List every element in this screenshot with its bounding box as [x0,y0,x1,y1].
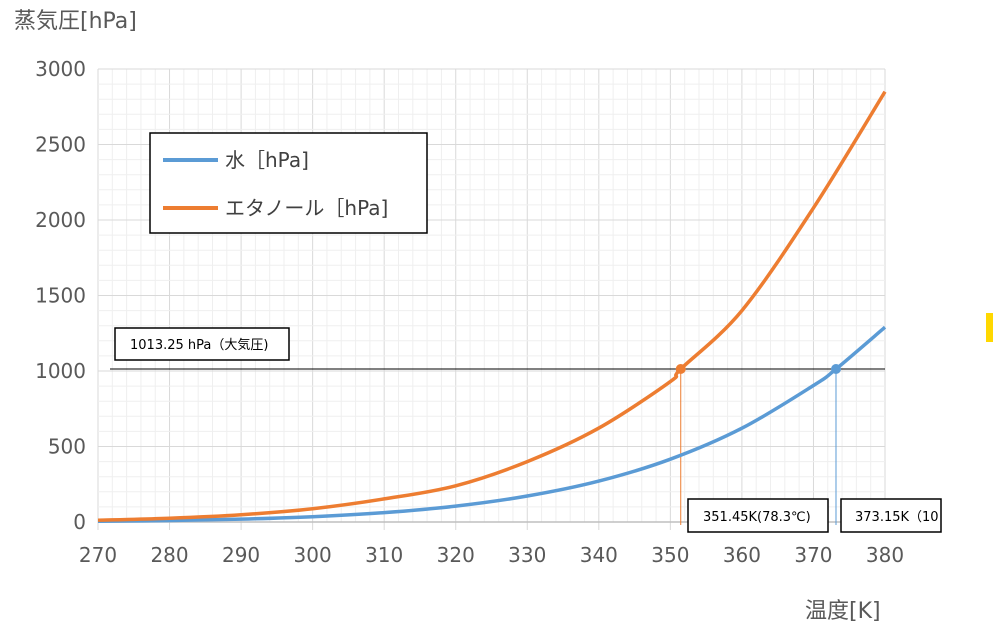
series-line-water [97,325,887,523]
y-tick-label: 0 [73,510,86,534]
y-tick-label: 2500 [35,133,86,157]
y-tick-label: 2000 [35,208,86,232]
x-tick-label: 370 [794,543,832,567]
series-line-ethanol [97,90,887,522]
y-axis-title: 蒸気圧[hPa] [14,9,137,34]
ethanol-bp-label: 351.45K(78.3℃) [703,510,811,525]
atm-annotation: 1013.25 hPa（大気圧) [114,327,290,361]
water-bp-label: 373.15K（10 [855,510,939,525]
tick-labels: 270 280 290 300 310 320 330 340 350 360 370 380 0 500… [35,57,904,567]
x-tick-label: 300 [294,543,332,567]
x-tick-label: 320 [437,543,475,567]
ethanol-bp-annotation: 351.45K(78.3℃) [687,498,829,533]
boiling-point-marker [675,363,686,374]
x-tick-label: 270 [79,543,117,567]
x-tick-label: 350 [651,543,689,567]
x-tick-label: 330 [508,543,546,567]
water-bp-annotation: 373.15K（10 [840,498,942,533]
x-tick-label: 340 [580,543,618,567]
x-tick-label: 280 [150,543,188,567]
yellow-marker [986,313,993,342]
y-tick-label: 1000 [35,359,86,383]
boiling-point-marker [830,363,841,374]
series-lines [97,90,887,525]
y-tick-label: 500 [48,435,86,459]
x-axis-title: 温度[K] [805,599,881,624]
legend-label-water: 水［hPa] [225,148,309,172]
legend: 水［hPa] エタノール［hPa] [149,132,428,234]
x-tick-label: 310 [365,543,403,567]
y-tick-label: 1500 [35,284,86,308]
legend-label-ethanol: エタノール［hPa] [225,196,388,220]
x-tick-label: 380 [866,543,904,567]
x-tick-label: 290 [222,543,260,567]
y-tick-label: 3000 [35,57,86,81]
atm-label: 1013.25 hPa（大気圧) [130,337,268,353]
x-tick-label: 360 [723,543,761,567]
